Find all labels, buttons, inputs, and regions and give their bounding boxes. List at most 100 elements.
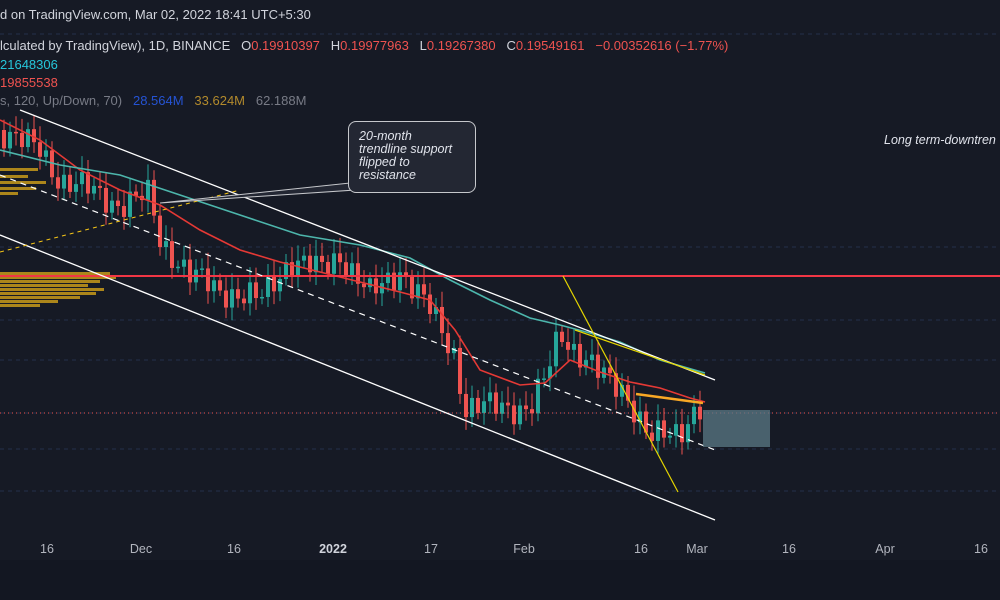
candle-body xyxy=(470,397,474,418)
candle-body xyxy=(182,259,186,267)
old-trendline-dashed xyxy=(0,189,241,253)
candle-body xyxy=(296,260,300,276)
callout-line: trendline support xyxy=(359,142,453,156)
candle-body xyxy=(164,241,168,248)
bottom-strip xyxy=(0,560,1000,600)
candle-body xyxy=(272,276,276,292)
candle-body xyxy=(8,131,12,149)
candlesticks xyxy=(2,115,702,455)
candle-body xyxy=(548,366,552,379)
candle-body xyxy=(488,392,492,402)
candle-body xyxy=(650,432,654,441)
candle-body xyxy=(326,261,330,274)
candle-body xyxy=(152,179,156,216)
volume-profile-bar xyxy=(0,168,38,171)
candle-body xyxy=(302,255,306,261)
candle-body xyxy=(158,215,162,248)
candle-body xyxy=(440,306,444,334)
candle-body xyxy=(428,294,432,314)
candle-body xyxy=(362,283,366,288)
candle-body xyxy=(176,266,180,269)
candle-body xyxy=(26,129,30,148)
candle-body xyxy=(572,343,576,350)
candle-body xyxy=(500,402,504,414)
candle-body xyxy=(344,262,348,277)
candle-body xyxy=(680,424,684,443)
candle-body xyxy=(200,268,204,270)
callout-line: flipped to xyxy=(359,155,410,169)
candle-body xyxy=(320,255,324,262)
candle-body xyxy=(146,179,150,201)
candle-body xyxy=(410,276,414,299)
candle-body xyxy=(170,241,174,268)
candle-body xyxy=(284,262,288,280)
candle-body xyxy=(224,290,228,308)
candle-body xyxy=(266,276,270,297)
chart-overlays xyxy=(0,109,1000,521)
low-value: 0.19267380 xyxy=(426,38,496,53)
indicator-red-value[interactable]: 19855538 xyxy=(0,75,58,90)
candle-body xyxy=(584,360,588,368)
candle-body xyxy=(476,397,480,413)
candle-body xyxy=(632,400,636,423)
open-label: O xyxy=(241,38,252,53)
candle-body xyxy=(668,435,672,438)
candle-body xyxy=(464,393,468,418)
volume-down-value: 33.624M xyxy=(194,93,245,108)
volume-profile-legend[interactable]: s, 120, Up/Down, 70) 28.564M 33.624M 62.… xyxy=(0,93,306,108)
volume-profile-bar xyxy=(0,288,104,291)
x-axis-label: 16 xyxy=(974,542,988,556)
candle-body xyxy=(62,174,66,189)
candle-body xyxy=(620,384,624,397)
candle-body xyxy=(206,268,210,292)
candle-body xyxy=(644,411,648,433)
candle-body xyxy=(614,373,618,397)
candle-body xyxy=(434,306,438,314)
candle-body xyxy=(308,255,312,273)
x-axis-label: 2022 xyxy=(319,542,347,556)
candle-body xyxy=(422,284,426,295)
volume-profile-bar xyxy=(0,300,58,303)
x-axis-label: Dec xyxy=(129,542,153,556)
candle-body xyxy=(458,347,462,394)
candle-body xyxy=(542,378,546,380)
candle-body xyxy=(662,420,666,438)
x-axis-label: 17 xyxy=(424,542,438,556)
candle-body xyxy=(98,185,102,188)
volume-profile-bar xyxy=(0,280,100,283)
indicator-teal-value[interactable]: 21648306 xyxy=(0,57,58,72)
symbol-info: lculated by TradingView), 1D, BINANCE xyxy=(0,38,231,53)
x-axis-label: 16 xyxy=(782,542,796,556)
candle-body xyxy=(638,411,642,423)
candle-body xyxy=(110,200,114,213)
candle-body xyxy=(674,424,678,436)
long-term-note[interactable]: Long term-downtren xyxy=(884,133,996,147)
candle-body xyxy=(686,424,690,443)
wedge-lower-line xyxy=(562,275,679,493)
channel-mid-line xyxy=(0,174,716,451)
candle-body xyxy=(230,289,234,308)
candle-body xyxy=(590,354,594,361)
volume-profile xyxy=(0,168,116,307)
candle-body xyxy=(494,392,498,414)
candle-body xyxy=(20,132,24,148)
volume-profile-bar xyxy=(0,272,110,275)
candle-body xyxy=(626,384,630,401)
open-value: 0.19910397 xyxy=(251,38,320,53)
close-label: C xyxy=(506,38,516,53)
close-value: 0.19549161 xyxy=(515,38,585,53)
candle-body xyxy=(596,354,600,378)
trendline-callout[interactable]: 20-month trendline support flipped to re… xyxy=(348,121,476,193)
candle-body xyxy=(236,289,240,299)
candle-body xyxy=(386,272,390,284)
volume-profile-bar xyxy=(0,276,116,279)
volume-profile-params: s, 120, Up/Down, 70) xyxy=(0,93,123,108)
candle-body xyxy=(518,405,522,425)
candle-body xyxy=(260,296,264,299)
wedge-upper-line xyxy=(574,329,706,376)
candle-body xyxy=(2,130,6,149)
candle-body xyxy=(278,279,282,292)
symbol-ohlc-line: lculated by TradingView), 1D, BINANCE O0… xyxy=(0,38,728,53)
candle-body xyxy=(116,200,120,207)
